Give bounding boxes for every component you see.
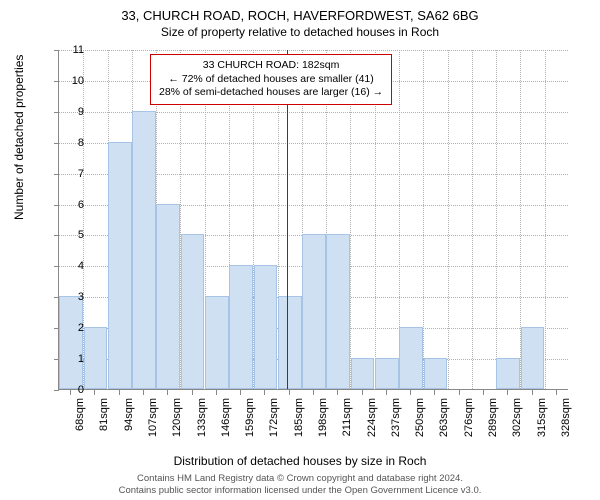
ytick-label: 8 [54, 137, 84, 149]
ytick-label: 9 [54, 106, 84, 118]
xtick-mark [94, 390, 95, 395]
ytick-label: 4 [54, 260, 84, 272]
histogram-bar [351, 358, 375, 389]
xtick-mark [70, 390, 71, 395]
xtick-label: 107sqm [147, 398, 159, 437]
xtick-mark [337, 390, 338, 395]
info-callout-box: 33 CHURCH ROAD: 182sqm← 72% of detached … [150, 54, 392, 105]
histogram-bar [181, 234, 205, 389]
y-axis-label: Number of detached properties [12, 55, 26, 220]
chart-area [58, 50, 568, 420]
xtick-label: 315sqm [536, 398, 548, 437]
footer-line1: Contains HM Land Registry data © Crown c… [0, 473, 600, 485]
xtick-label: 198sqm [317, 398, 329, 437]
ytick-label: 2 [54, 322, 84, 334]
xtick-mark [362, 390, 363, 395]
histogram-bar [132, 111, 156, 389]
ytick-label: 10 [54, 75, 84, 87]
xtick-label: 185sqm [293, 398, 305, 437]
ytick-label: 5 [54, 229, 84, 241]
xtick-label: 237sqm [390, 398, 402, 437]
chart-title-sub: Size of property relative to detached ho… [0, 23, 600, 39]
xtick-mark [240, 390, 241, 395]
xtick-label: 276sqm [463, 398, 475, 437]
xtick-label: 302sqm [511, 398, 523, 437]
ytick-label: 3 [54, 291, 84, 303]
histogram-bar [424, 358, 448, 389]
xtick-label: 120sqm [171, 398, 183, 437]
histogram-bar [375, 358, 399, 389]
xtick-mark [313, 390, 314, 395]
x-axis-label: Distribution of detached houses by size … [0, 454, 600, 468]
histogram-bar [254, 265, 278, 389]
info-line3: 28% of semi-detached houses are larger (… [159, 86, 383, 100]
xtick-mark [289, 390, 290, 395]
ytick-label: 11 [54, 44, 84, 56]
gridline-v [448, 50, 449, 389]
xtick-mark [483, 390, 484, 395]
xtick-mark [556, 390, 557, 395]
xtick-mark [410, 390, 411, 395]
ytick-label: 7 [54, 168, 84, 180]
xtick-mark [507, 390, 508, 395]
gridline-h [59, 50, 568, 51]
xtick-mark [532, 390, 533, 395]
histogram-bar [229, 265, 253, 389]
xtick-mark [459, 390, 460, 395]
chart-title-main: 33, CHURCH ROAD, ROCH, HAVERFORDWEST, SA… [0, 0, 600, 23]
ytick-label: 6 [54, 199, 84, 211]
xtick-mark [143, 390, 144, 395]
histogram-bar [59, 296, 83, 389]
xtick-label: 328sqm [560, 398, 572, 437]
gridline-v [496, 50, 497, 389]
xtick-mark [167, 390, 168, 395]
xtick-label: 211sqm [341, 398, 353, 436]
xtick-mark [216, 390, 217, 395]
xtick-label: 224sqm [366, 398, 378, 437]
xtick-label: 250sqm [414, 398, 426, 437]
xtick-label: 68sqm [74, 398, 86, 431]
gridline-v [545, 50, 546, 389]
xtick-label: 289sqm [487, 398, 499, 437]
histogram-bar [399, 327, 423, 389]
xtick-mark [264, 390, 265, 395]
xtick-label: 94sqm [123, 398, 135, 431]
histogram-bar [84, 327, 108, 389]
histogram-bar [496, 358, 520, 389]
histogram-bar [326, 234, 350, 389]
gridline-v [472, 50, 473, 389]
footer-line2: Contains public sector information licen… [0, 485, 600, 497]
info-line2: ← 72% of detached houses are smaller (41… [159, 73, 383, 87]
footer-attribution: Contains HM Land Registry data © Crown c… [0, 473, 600, 497]
histogram-bar [156, 204, 180, 389]
xtick-mark [192, 390, 193, 395]
xtick-label: 133sqm [196, 398, 208, 437]
histogram-bar [302, 234, 326, 389]
xtick-label: 146sqm [220, 398, 232, 437]
xtick-label: 172sqm [268, 398, 280, 437]
histogram-bar [205, 296, 229, 389]
ytick-label: 0 [54, 384, 84, 396]
histogram-bar [278, 296, 302, 389]
xtick-label: 159sqm [244, 398, 256, 437]
xtick-mark [434, 390, 435, 395]
xtick-label: 263sqm [438, 398, 450, 437]
xtick-label: 81sqm [98, 398, 110, 431]
ytick-label: 1 [54, 353, 84, 365]
histogram-bar [521, 327, 545, 389]
info-line1: 33 CHURCH ROAD: 182sqm [159, 59, 383, 73]
xtick-mark [119, 390, 120, 395]
xtick-mark [386, 390, 387, 395]
gridline-v [423, 50, 424, 389]
histogram-bar [108, 142, 132, 389]
